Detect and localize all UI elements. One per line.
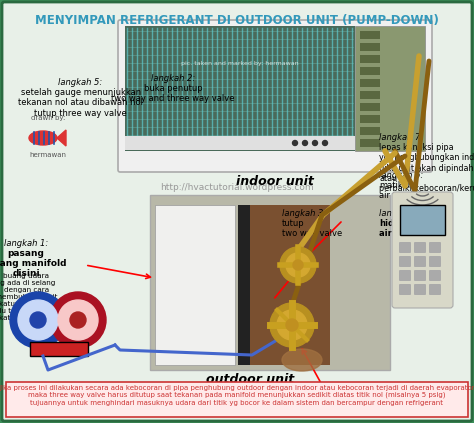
- FancyBboxPatch shape: [30, 342, 88, 356]
- Text: langkah 5:: langkah 5:: [58, 78, 103, 87]
- Circle shape: [280, 247, 316, 283]
- FancyBboxPatch shape: [392, 192, 453, 308]
- Circle shape: [18, 300, 58, 340]
- FancyBboxPatch shape: [399, 256, 411, 267]
- Circle shape: [10, 292, 66, 348]
- Text: langkah 3:: langkah 3:: [282, 209, 326, 218]
- Text: langkah 7:: langkah 7:: [379, 133, 423, 142]
- FancyBboxPatch shape: [414, 256, 426, 267]
- FancyBboxPatch shape: [125, 26, 355, 151]
- Circle shape: [30, 312, 46, 328]
- Text: setelah gauge menunjukkan
tekanan nol atau dibawah nol
tutup three way valve: setelah gauge menunjukkan tekanan nol at…: [18, 88, 143, 118]
- FancyBboxPatch shape: [360, 79, 380, 87]
- FancyBboxPatch shape: [360, 67, 380, 75]
- FancyBboxPatch shape: [360, 31, 380, 39]
- Text: langkah 1:: langkah 1:: [4, 239, 48, 248]
- FancyBboxPatch shape: [360, 139, 380, 147]
- Circle shape: [70, 312, 86, 328]
- FancyBboxPatch shape: [238, 205, 250, 365]
- Ellipse shape: [282, 349, 322, 371]
- FancyBboxPatch shape: [150, 195, 390, 370]
- FancyBboxPatch shape: [6, 382, 468, 417]
- FancyBboxPatch shape: [429, 256, 441, 267]
- Circle shape: [322, 140, 328, 146]
- FancyBboxPatch shape: [250, 205, 330, 365]
- Text: indoor unit: indoor unit: [236, 175, 314, 188]
- Text: outdoor unit: outdoor unit: [206, 373, 294, 386]
- Text: lepas koneksi pipa
yg menghubungkan indoor dan outdoor
(jika unit akan dipindahk: lepas koneksi pipa yg menghubungkan indo…: [379, 143, 474, 193]
- FancyBboxPatch shape: [399, 284, 411, 295]
- FancyBboxPatch shape: [414, 284, 426, 295]
- Circle shape: [292, 140, 298, 146]
- Circle shape: [286, 319, 298, 331]
- Circle shape: [293, 260, 303, 270]
- FancyBboxPatch shape: [360, 115, 380, 123]
- FancyBboxPatch shape: [360, 55, 380, 63]
- Text: langkah 2:: langkah 2:: [151, 74, 195, 83]
- Circle shape: [50, 292, 106, 348]
- FancyBboxPatch shape: [360, 91, 380, 99]
- FancyBboxPatch shape: [429, 242, 441, 253]
- Circle shape: [277, 310, 307, 340]
- FancyBboxPatch shape: [355, 26, 425, 151]
- FancyBboxPatch shape: [360, 43, 380, 51]
- Text: http://hvactutorial.wordpress.com: http://hvactutorial.wordpress.com: [160, 183, 314, 192]
- Text: langkah 4:: langkah 4:: [379, 209, 423, 218]
- FancyBboxPatch shape: [125, 136, 355, 150]
- Text: pasang
selang manifold
disini: pasang selang manifold disini: [0, 249, 67, 278]
- FancyBboxPatch shape: [400, 205, 445, 235]
- FancyBboxPatch shape: [118, 20, 432, 172]
- Text: jika proses ini dilakukan secara ada kebocoran di pipa penghubung outdoor dengan: jika proses ini dilakukan secara ada keb…: [0, 385, 474, 406]
- Text: hermawan: hermawan: [29, 152, 66, 158]
- Circle shape: [312, 140, 318, 146]
- FancyBboxPatch shape: [360, 127, 380, 135]
- Text: pic. taken and marked by: hermawan: pic. taken and marked by: hermawan: [181, 61, 299, 66]
- Polygon shape: [57, 130, 66, 146]
- Circle shape: [58, 300, 98, 340]
- Text: tutup
two way valve: tutup two way valve: [282, 219, 342, 239]
- FancyBboxPatch shape: [414, 270, 426, 281]
- Ellipse shape: [29, 131, 57, 145]
- FancyBboxPatch shape: [399, 242, 411, 253]
- FancyBboxPatch shape: [155, 205, 235, 365]
- FancyBboxPatch shape: [399, 270, 411, 281]
- Circle shape: [286, 253, 310, 277]
- Text: MENYIMPAN REFRIGERANT DI OUTDOOR UNIT (PUMP-DOWN): MENYIMPAN REFRIGERANT DI OUTDOOR UNIT (P…: [35, 14, 439, 27]
- FancyBboxPatch shape: [429, 284, 441, 295]
- Text: buang udara
yg ada di selang
dengan cara
membuka sedikit
katup manifold
lalu tut: buang udara yg ada di selang dengan cara…: [0, 273, 59, 321]
- Text: matikan
air conditioner: matikan air conditioner: [379, 181, 440, 201]
- Text: langkah 6:: langkah 6:: [379, 171, 423, 180]
- FancyBboxPatch shape: [360, 103, 380, 111]
- Text: hidupkan
air conditioner: hidupkan air conditioner: [379, 219, 449, 239]
- Circle shape: [270, 303, 314, 347]
- FancyBboxPatch shape: [414, 242, 426, 253]
- Text: drawn by:: drawn by:: [31, 115, 65, 121]
- FancyBboxPatch shape: [429, 270, 441, 281]
- Circle shape: [302, 140, 308, 146]
- Text: buka penutup
two way and three way valve: buka penutup two way and three way valve: [111, 84, 235, 103]
